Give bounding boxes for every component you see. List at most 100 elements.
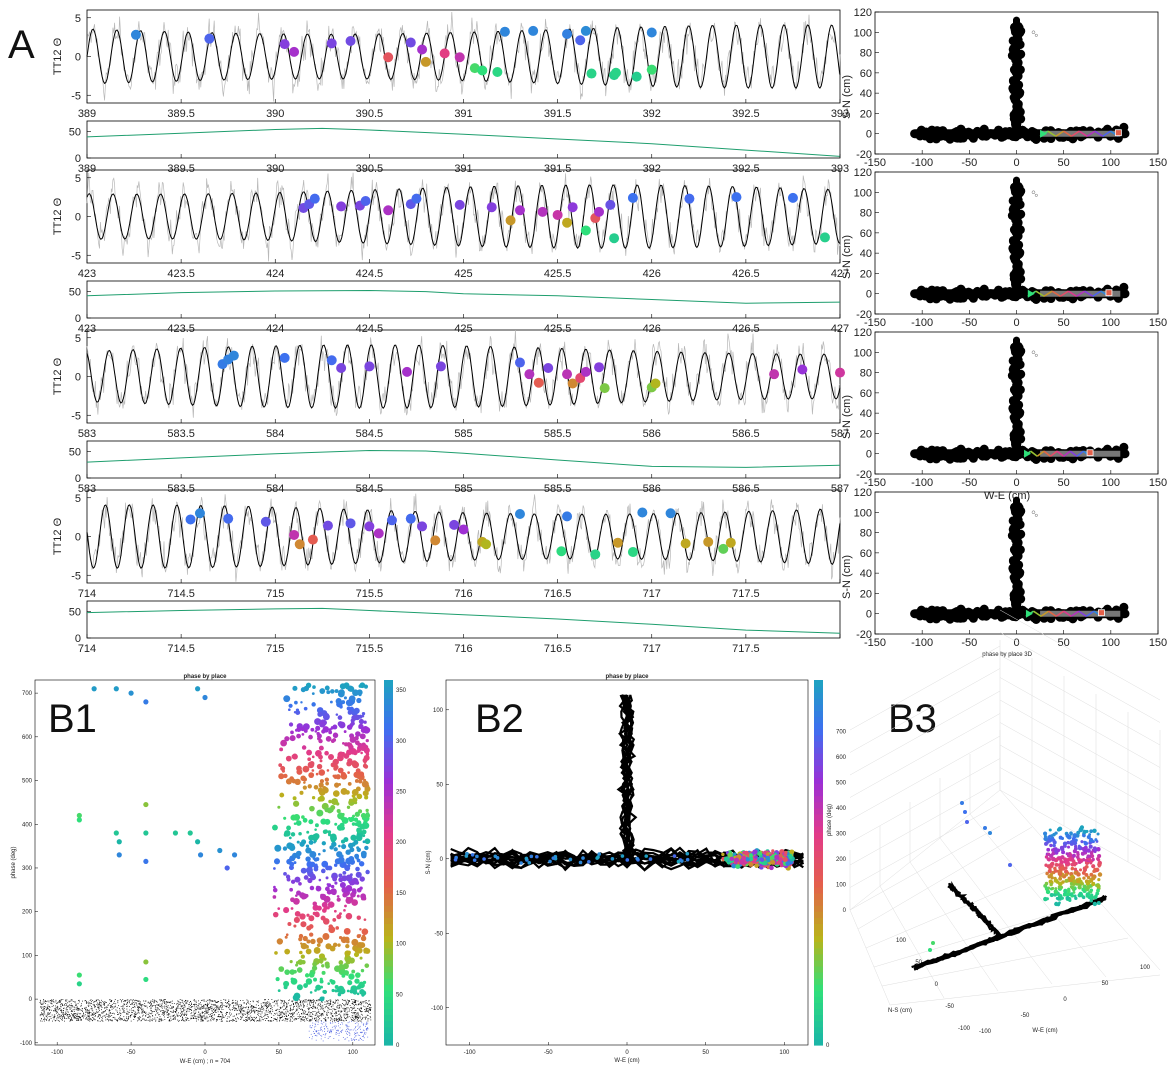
spike-raster-dot: [321, 1014, 323, 1016]
spike-raster-dot: [196, 1007, 198, 1009]
spike-raster-dot: [124, 1019, 126, 1021]
spike-raster-dot: [326, 1015, 328, 1016]
spike-raster-dot: [264, 1014, 266, 1016]
phase-point: [313, 833, 320, 840]
spike-raster-dot: [369, 1003, 370, 1005]
spike-raster-dot: [245, 1007, 247, 1009]
phase-point: [365, 808, 369, 813]
spike-raster-dot: [44, 1006, 46, 1007]
spike-raster-dot: [298, 1018, 300, 1019]
phase-point-sparse: [195, 686, 201, 692]
phase-point: [308, 772, 315, 779]
spike-raster-dot: [65, 1012, 67, 1014]
spike-raster-dot: [65, 1000, 67, 1002]
phase-point: [347, 782, 352, 786]
map-xtick-label: 50: [1058, 477, 1070, 489]
spike-raster-dot: [355, 1035, 357, 1037]
spike-raster-dot: [312, 1025, 314, 1027]
speed-ytick-label: 0: [75, 473, 81, 485]
spike-raster-dot: [299, 1014, 300, 1016]
spike-raster-dot: [133, 999, 135, 1001]
spike-raster-dot: [304, 1001, 306, 1003]
spike-raster-dot: [292, 1012, 293, 1014]
spike-raster-dot: [314, 1026, 316, 1028]
trajectory-segment: [1092, 290, 1102, 297]
spike-raster-dot: [98, 1005, 100, 1007]
spike-raster-dot: [292, 1004, 294, 1005]
spike-raster-dot: [168, 1013, 169, 1015]
spike-raster-dot: [47, 1007, 49, 1009]
spike-raster-dot: [301, 1013, 302, 1015]
spike-raster-dot: [348, 1032, 350, 1034]
spike-raster-dot: [202, 1011, 203, 1013]
spike-raster-dot: [120, 1006, 122, 1007]
spike-raster-dot: [358, 1008, 360, 1010]
phase-point: [337, 989, 342, 993]
spike-raster-dot: [158, 1020, 160, 1022]
spike-raster-dot: [137, 1017, 139, 1019]
speed-ytick-label: 50: [69, 127, 81, 139]
spike-raster-dot: [336, 1011, 337, 1013]
map-xtick-label: -150: [864, 317, 886, 329]
spike-point: [326, 38, 337, 49]
spike-raster-dot: [212, 1013, 213, 1015]
spike-raster-dot: [217, 1007, 219, 1008]
spike-raster-dot: [138, 1019, 140, 1021]
spike-raster-dot: [266, 1005, 268, 1006]
spike-raster-dot: [291, 1020, 293, 1022]
spike-raster-dot: [300, 1000, 302, 1002]
spike-raster-dot: [56, 1019, 58, 1021]
phase-point: [326, 807, 333, 814]
spike-raster-dot: [213, 1004, 215, 1006]
spike-raster-dot: [255, 1016, 257, 1018]
spike-raster-dot: [348, 1040, 350, 1042]
spike-raster-dot: [128, 1018, 129, 1020]
spike-raster-dot: [234, 1009, 236, 1011]
speed-xtick-label: 585.5: [544, 483, 572, 495]
phase-point: [289, 960, 293, 964]
xtick-label: 426.5: [732, 268, 760, 280]
spike-raster-dot: [346, 1032, 347, 1034]
spike-raster-dot: [194, 1017, 196, 1019]
spike-raster-dot: [309, 1024, 311, 1026]
spike-raster-dot: [335, 1013, 337, 1015]
spike-raster-dot: [287, 1011, 289, 1013]
spike-raster-dot: [347, 1007, 349, 1009]
spike-raster-dot: [47, 1004, 49, 1006]
spike-raster-dot: [218, 1008, 220, 1010]
spike-raster-dot: [314, 1010, 316, 1012]
phase-point: [284, 969, 290, 975]
spike-raster-dot: [229, 1016, 231, 1018]
spike-raster-dot: [295, 1010, 297, 1012]
spike-raster-dot: [252, 1011, 254, 1012]
spike-raster-dot: [312, 999, 314, 1000]
spike-raster-dot: [200, 1016, 202, 1018]
spike-point: [279, 39, 290, 50]
spike-raster-dot: [250, 1001, 252, 1002]
spike-raster-dot: [235, 1007, 236, 1009]
spike-raster-dot: [316, 1007, 318, 1009]
spike-raster-dot: [296, 1005, 298, 1007]
spike-raster-dot: [134, 1000, 136, 1002]
spike-raster-dot: [370, 1007, 372, 1008]
spike-raster-dot: [255, 1007, 257, 1009]
spike-raster-dot: [216, 1006, 217, 1008]
spike-raster-dot: [88, 1012, 89, 1014]
phase-point: [311, 692, 315, 695]
spike-raster-dot: [337, 1018, 339, 1020]
spike-raster-dot: [168, 1014, 169, 1016]
spike-raster-dot: [315, 1020, 317, 1022]
phase-point: [308, 915, 315, 922]
spike-raster-dot: [164, 1001, 166, 1003]
spike-raster-dot: [200, 1018, 202, 1020]
phase-point: [343, 970, 349, 976]
phase-point: [354, 779, 359, 783]
spike-raster-dot: [363, 1001, 365, 1002]
spike-raster-dot: [363, 1016, 365, 1018]
phase-point: [308, 971, 315, 978]
spike-raster-dot: [87, 1020, 89, 1021]
spike-raster-dot: [48, 1012, 50, 1014]
spike-raster-dot: [111, 999, 112, 1001]
spike-raster-dot: [182, 1007, 184, 1009]
spike-raster-dot: [327, 1027, 329, 1029]
